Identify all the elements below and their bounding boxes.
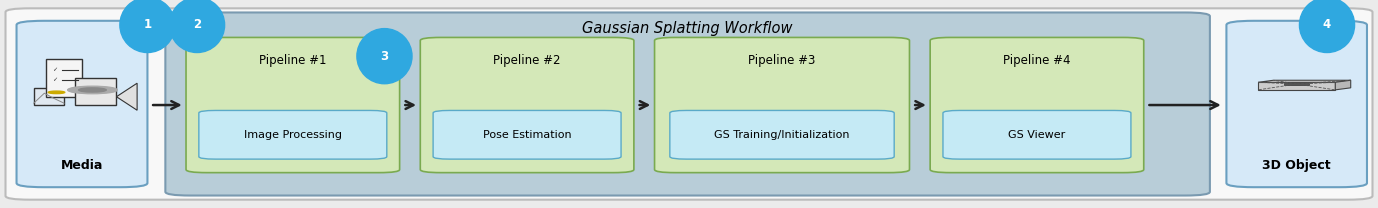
FancyBboxPatch shape [655,37,909,173]
FancyBboxPatch shape [433,110,621,159]
Text: 3: 3 [380,50,389,63]
FancyBboxPatch shape [186,37,400,173]
FancyBboxPatch shape [17,21,147,187]
Text: GS Training/Initialization: GS Training/Initialization [714,130,850,140]
FancyBboxPatch shape [943,110,1131,159]
FancyBboxPatch shape [198,110,387,159]
FancyBboxPatch shape [165,12,1210,196]
Polygon shape [1284,83,1309,85]
Ellipse shape [169,0,225,53]
Text: ✓: ✓ [52,67,58,72]
FancyBboxPatch shape [420,37,634,173]
Ellipse shape [120,0,175,53]
Circle shape [79,88,106,92]
FancyBboxPatch shape [1226,21,1367,187]
Text: Pose Estimation: Pose Estimation [482,130,572,140]
FancyBboxPatch shape [930,37,1144,173]
Polygon shape [1335,80,1350,90]
FancyBboxPatch shape [74,78,116,105]
Ellipse shape [1299,0,1355,53]
Text: Gaussian Splatting Workflow: Gaussian Splatting Workflow [583,21,792,36]
Polygon shape [1258,80,1350,82]
Ellipse shape [357,28,412,84]
FancyBboxPatch shape [47,59,83,97]
FancyBboxPatch shape [6,8,1372,200]
Circle shape [48,91,65,94]
Text: Image Processing: Image Processing [244,130,342,140]
Text: Media: Media [61,159,103,172]
Text: 1: 1 [143,19,152,31]
Polygon shape [1258,82,1335,90]
Text: 2: 2 [193,19,201,31]
Text: Pipeline #2: Pipeline #2 [493,54,561,67]
FancyBboxPatch shape [670,110,894,159]
Text: Pipeline #3: Pipeline #3 [748,54,816,67]
FancyBboxPatch shape [33,88,63,105]
Text: 3D Object: 3D Object [1262,159,1331,172]
Polygon shape [116,83,136,110]
Circle shape [68,86,117,94]
Text: ✓: ✓ [52,77,58,82]
Text: Pipeline #1: Pipeline #1 [259,54,327,67]
Text: GS Viewer: GS Viewer [1009,130,1065,140]
Text: 4: 4 [1323,19,1331,31]
Text: Pipeline #4: Pipeline #4 [1003,54,1071,67]
